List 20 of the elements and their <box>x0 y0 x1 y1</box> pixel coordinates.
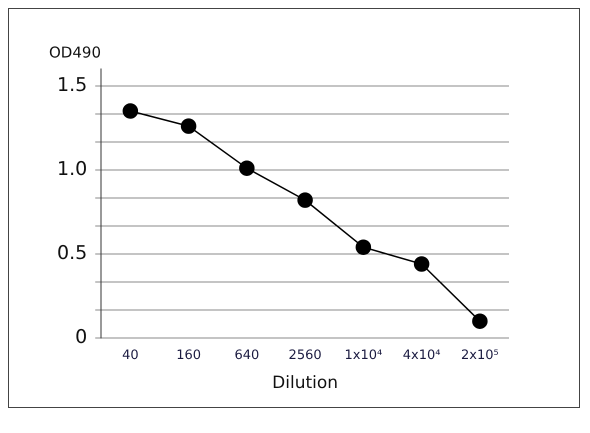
y-tick-label: 0.5 <box>57 242 88 264</box>
x-tick-label: 640 <box>234 348 260 364</box>
x-tick-label: 1x10⁴ <box>344 348 382 364</box>
x-tick-label: 4x10⁴ <box>402 348 440 364</box>
x-tick-label: 2560 <box>288 348 322 364</box>
point <box>472 313 488 329</box>
y-tick-label: 0 <box>75 326 88 348</box>
point <box>180 118 196 134</box>
point <box>414 256 430 272</box>
point <box>239 160 255 176</box>
point <box>356 239 372 255</box>
y-axis-title: OD490 <box>49 43 101 62</box>
x-tick-label: 2x10⁵ <box>461 348 499 364</box>
x-tick-label: 40 <box>122 348 139 364</box>
y-tick-label: 1.0 <box>57 158 88 180</box>
x-axis-title: Dilution <box>272 373 338 394</box>
point <box>122 103 138 119</box>
y-tick-label: 1.5 <box>57 74 88 96</box>
point <box>297 192 313 208</box>
x-tick-label: 160 <box>176 348 202 364</box>
